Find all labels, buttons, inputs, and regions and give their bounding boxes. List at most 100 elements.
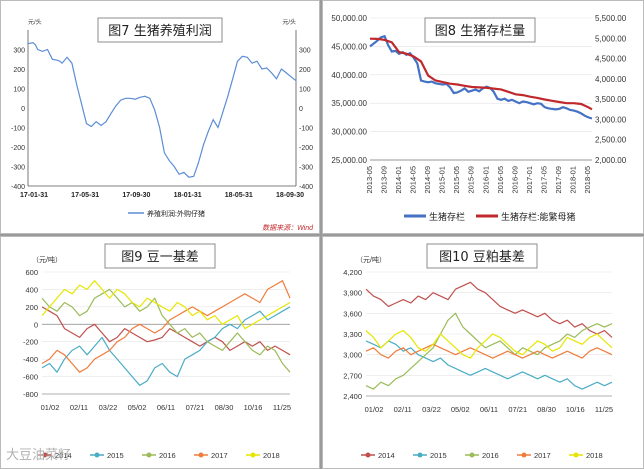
y-tick-label-left: -400 xyxy=(11,184,25,191)
x-tick-label: 2016-09 xyxy=(510,166,519,194)
x-tick-label: 2017-05 xyxy=(539,166,548,194)
chart-soybean-basis: -800 -600 -400 -200 0 200 400 600 （元/吨） 01/02 02/1… xyxy=(0,236,320,469)
chart-title-box xyxy=(424,17,536,43)
legend-marker-2018 xyxy=(250,452,256,458)
y-tick-label: 2,700 xyxy=(343,371,362,380)
panel-soymeal-basis: 2,400 2,700 3,000 3,300 3,600 3,900 4,200 （元/吨）… xyxy=(322,236,644,469)
x-tick-label: 2015-01 xyxy=(438,166,447,194)
x-tick-label: 08/30 xyxy=(537,405,556,414)
x-tick-label: 10/16 xyxy=(244,403,263,412)
legend-label-2016: 2016 xyxy=(482,451,499,460)
series-line-2014 xyxy=(365,281,613,338)
series-line-2015 xyxy=(41,306,291,386)
legend-marker-2015 xyxy=(417,452,423,458)
legend-label-2015: 2015 xyxy=(430,451,447,460)
y-tick-label: -800 xyxy=(23,390,38,399)
vertical-divider-top xyxy=(320,0,322,234)
y-tick-label-left: 50,000.00 xyxy=(331,14,367,23)
x-tick-label: 06/11 xyxy=(157,403,175,412)
legend-label-2016: 2016 xyxy=(159,451,176,460)
y-tick-label-right: -100 xyxy=(299,126,313,133)
y-tick-label-right: 5,000.00 xyxy=(595,34,627,43)
series-line-2017 xyxy=(41,280,291,373)
y-tick-label-right: 5,500.00 xyxy=(595,14,627,23)
legend-label-2017: 2017 xyxy=(211,451,228,460)
series-line-profit xyxy=(27,42,297,178)
panel-border xyxy=(0,0,320,234)
y-tick-label-right: -200 xyxy=(299,145,313,152)
y-tick-label-left: 25,000.00 xyxy=(331,156,367,165)
y-tick-label-left: 40,000.00 xyxy=(331,71,367,80)
x-tick-label: 01/02 xyxy=(365,405,384,414)
chart-soymeal-basis: 2,400 2,700 3,000 3,300 3,600 3,900 4,200 （元/吨）… xyxy=(322,236,644,469)
y-tick-label-right: 3,000.00 xyxy=(595,115,627,124)
x-tick-label: 02/11 xyxy=(70,403,88,412)
x-tick-label: 05/02 xyxy=(128,403,147,412)
y-tick-label-right: 2,000.00 xyxy=(595,156,627,165)
legend-label-2017: 2017 xyxy=(534,451,551,460)
x-tick-label: 05/02 xyxy=(451,405,470,414)
y-tick-label: -200 xyxy=(23,338,38,347)
series-line-2018 xyxy=(365,330,613,359)
x-tick-label: 2018-01 xyxy=(568,166,577,194)
chart-title: 图7 生猪养殖利润 xyxy=(108,23,211,39)
legend-marker-2017 xyxy=(198,452,204,458)
x-tick-label: 2017-01 xyxy=(525,166,534,194)
y-tick-label-left: 45,000.00 xyxy=(331,42,367,51)
x-tick-label: 2016-05 xyxy=(496,166,505,194)
x-tick-label: 18-05-31 xyxy=(225,192,253,199)
y-unit-left: 元/头 xyxy=(28,18,42,26)
x-tick-label: 2013-09 xyxy=(380,166,389,194)
y-tick-label: 600 xyxy=(25,268,38,277)
y-tick-label: 3,000 xyxy=(343,351,362,360)
y-tick-label: 4,200 xyxy=(343,268,362,277)
x-tick-label: 03/22 xyxy=(99,403,118,412)
y-tick-label-right: 3,500.00 xyxy=(595,95,627,104)
y-tick-label-left: 30,000.00 xyxy=(331,128,367,137)
legend-label-2018: 2018 xyxy=(586,451,603,460)
x-tick-label: 2015-09 xyxy=(467,166,476,194)
series-line-2016 xyxy=(41,288,291,373)
legend-label-2014: 2014 xyxy=(378,451,395,460)
legend-label-2014: 2014 xyxy=(55,451,72,460)
x-tick-label: 03/22 xyxy=(422,405,441,414)
y-tick-label: 3,900 xyxy=(343,289,362,298)
x-tick-label: 10/16 xyxy=(566,405,585,414)
x-tick-label: 18-09-30 xyxy=(276,192,304,199)
y-unit: （元/吨） xyxy=(32,255,62,264)
legend-label-2018: 2018 xyxy=(263,451,280,460)
x-tick-label: 17-05-31 xyxy=(71,192,99,199)
chart-title: 图10 豆粕基差 xyxy=(439,250,525,265)
y-tick-label: 3,300 xyxy=(343,330,362,339)
x-tick-label: 2017-09 xyxy=(554,166,563,194)
x-tick-label: 2014-01 xyxy=(394,166,403,194)
legend-marker-2015 xyxy=(94,452,100,458)
y-tick-label-right: -400 xyxy=(299,184,313,191)
y-tick-label-left: 200 xyxy=(13,67,25,74)
y-tick-label-left: -200 xyxy=(11,145,25,152)
legend-marker-2018 xyxy=(573,452,579,458)
y-tick-label: 200 xyxy=(25,303,38,312)
y-tick-label-right: 0 xyxy=(299,106,303,113)
series-line-inventory xyxy=(369,34,593,120)
legend-label-profit: 养殖利润:外购仔猪 xyxy=(147,209,205,218)
y-tick-label-left: 0 xyxy=(21,106,25,113)
legend-label-sows: 生猪存栏:能繁母猪 xyxy=(501,211,576,222)
source-note: 数据来源：Wind xyxy=(262,224,314,232)
panel-pig-inventory: 25,000.00 30,000.00 35,000.00 40,000.00 45,0… xyxy=(322,0,644,234)
y-tick-label: 400 xyxy=(25,285,38,294)
y-tick-label-right: 2,500.00 xyxy=(595,136,627,145)
y-tick-label: 3,600 xyxy=(343,309,362,318)
y-tick-label: -600 xyxy=(23,373,38,382)
legend-marker-2014 xyxy=(42,452,48,458)
y-tick-label-left: -300 xyxy=(11,165,25,172)
chart-pig-profit: -400 -400 -300 -300 -200 -200 -100 -100 0 0 100 100… xyxy=(0,0,320,234)
x-tick-label: 07/21 xyxy=(186,403,205,412)
y-tick-label-left: 300 xyxy=(13,48,25,55)
x-tick-label: 2018-05 xyxy=(583,166,592,194)
vertical-divider-bottom xyxy=(320,236,322,469)
x-tick-label: 17-09-30 xyxy=(122,192,150,199)
legend-marker-2017 xyxy=(521,452,527,458)
watermark: 大豆油菜籽 xyxy=(6,448,72,463)
x-tick-label: 02/11 xyxy=(394,405,412,414)
